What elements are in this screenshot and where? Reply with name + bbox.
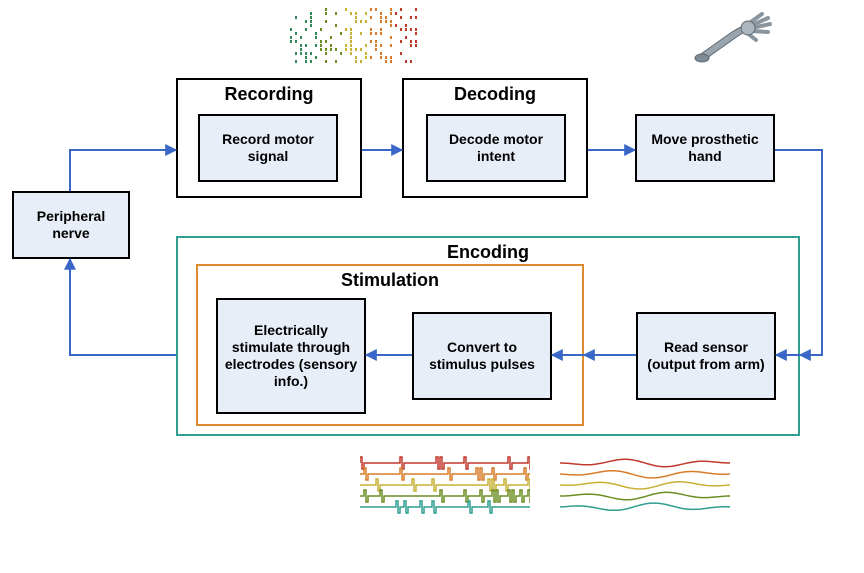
section-title-stimulation: Stimulation [196,270,584,291]
neural-spikes-icon [290,8,420,68]
stimulus-pulses-icon [360,455,530,515]
node-move: Move prosthetic hand [635,114,775,182]
section-title-recording: Recording [176,84,362,105]
section-title-decoding: Decoding [402,84,588,105]
node-stimulate: Electrically stimulate through electrode… [216,298,366,414]
node-peripheral: Peripheral nerve [12,191,130,259]
node-record: Record motor signal [198,114,338,182]
node-convert: Convert to stimulus pulses [412,312,552,400]
sensor-waves-icon [560,455,730,515]
prosthetic-hand-icon [690,8,780,63]
node-readsensor: Read sensor (output from arm) [636,312,776,400]
node-decode: Decode motor intent [426,114,566,182]
section-title-encoding: Encoding [176,242,800,263]
